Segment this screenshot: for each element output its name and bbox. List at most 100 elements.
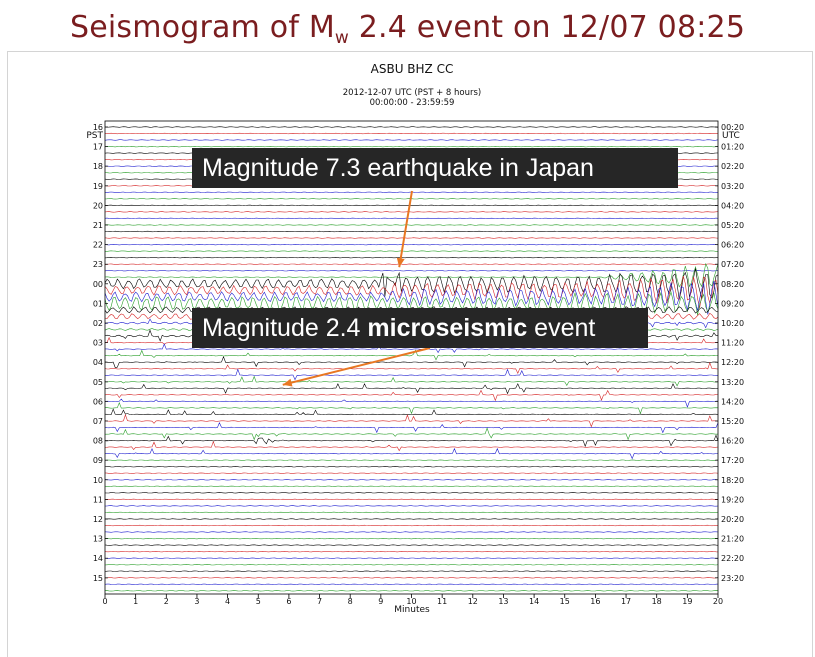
pst-hour-label: 22 xyxy=(93,241,103,250)
pst-hour-label: 20 xyxy=(93,201,103,210)
seismic-trace xyxy=(104,583,719,585)
chart-title: ASBU BHZ CC xyxy=(371,62,454,76)
seismic-trace xyxy=(104,505,719,507)
axis-label-utc: UTC xyxy=(722,131,740,141)
x-tick-label: 15 xyxy=(560,597,570,606)
seismic-trace xyxy=(104,557,718,559)
callout-japan-earthquake: Magnitude 7.3 earthquake in Japan xyxy=(192,148,678,188)
slide-title: Seismogram of Mw 2.4 event on 12/07 08:2… xyxy=(70,10,745,48)
pst-hour-label: 08 xyxy=(93,437,103,446)
pst-hour-label: 21 xyxy=(93,221,103,230)
seismic-trace xyxy=(104,518,719,520)
seismic-trace xyxy=(104,230,719,233)
pst-hour-label: 11 xyxy=(93,495,103,504)
pst-hour-label: 04 xyxy=(93,358,103,367)
utc-hour-label: 19:20 xyxy=(721,495,744,504)
utc-hour-label: 08:20 xyxy=(721,280,744,289)
utc-hour-label: 18:20 xyxy=(721,476,744,485)
utc-hour-label: 06:20 xyxy=(721,241,744,250)
seismic-trace xyxy=(104,479,719,481)
utc-hour-label: 17:20 xyxy=(721,456,744,465)
x-axis: 0 1 2 3 4 5 6 7 8 9 10 11 12 13 14 15 16 17 18 19 20 xyxy=(102,594,723,606)
seismic-trace xyxy=(104,408,719,416)
callout-japan-text: Magnitude 7.3 earthquake in Japan xyxy=(202,154,594,182)
utc-hour-label: 20:20 xyxy=(721,515,744,524)
annotation-arrows xyxy=(282,190,431,387)
utc-hour-label: 11:20 xyxy=(721,339,744,348)
utc-hour-label: 07:20 xyxy=(721,260,744,269)
x-tick-label: 20 xyxy=(713,597,723,606)
seismic-trace xyxy=(104,485,719,487)
pst-hour-label: 05 xyxy=(93,378,103,387)
pst-hour-label: 18 xyxy=(93,162,103,171)
seismic-trace xyxy=(104,243,719,246)
seismic-trace xyxy=(104,466,719,468)
chart-subtitle-date: 2012-12-07 UTC (PST + 8 hours) xyxy=(343,88,482,98)
utc-hour-label: 04:20 xyxy=(721,201,744,210)
seismic-trace xyxy=(104,564,719,566)
utc-hour-label: 09:20 xyxy=(721,299,744,308)
x-tick-label: 12 xyxy=(468,597,478,606)
pst-hour-label: 06 xyxy=(93,397,103,406)
plot-frame xyxy=(7,51,813,657)
seismic-trace xyxy=(104,383,719,395)
pst-hour-label: 19 xyxy=(93,182,103,191)
seismic-trace xyxy=(104,511,719,514)
seismic-trace xyxy=(104,204,719,207)
x-tick-label: 16 xyxy=(590,597,600,606)
seismic-trace xyxy=(104,224,719,226)
seismic-trace xyxy=(105,427,719,441)
utc-hour-label: 13:20 xyxy=(721,378,744,387)
seismic-trace xyxy=(104,361,719,375)
utc-hour-label: 10:20 xyxy=(721,319,744,328)
seismic-trace xyxy=(104,256,719,259)
seismic-trace xyxy=(105,375,719,387)
seismic-trace xyxy=(104,291,719,316)
seismic-trace xyxy=(105,368,719,381)
seismic-trace xyxy=(104,262,719,288)
x-tick-label: 5 xyxy=(256,597,261,606)
seismic-trace xyxy=(104,492,718,494)
x-tick-label: 7 xyxy=(317,597,322,606)
utc-hour-label: 15:20 xyxy=(721,417,744,426)
seismic-trace xyxy=(104,237,719,239)
callout-micro-suffix: event xyxy=(527,314,596,342)
utc-hour-label: 14:20 xyxy=(721,397,744,406)
seismic-trace xyxy=(104,421,719,434)
seismic-trace xyxy=(104,413,719,428)
x-axis-label: Minutes xyxy=(394,605,430,615)
seismic-trace xyxy=(104,570,719,572)
pst-hour-label: 13 xyxy=(93,535,103,544)
pst-hour-label: 12 xyxy=(93,515,103,524)
seismic-trace xyxy=(104,389,719,402)
arrow-japan-head xyxy=(396,257,405,268)
seismic-trace xyxy=(104,447,719,460)
seismic-trace xyxy=(104,459,719,461)
utc-hour-label: 12:20 xyxy=(721,358,744,367)
x-tick-label: 10 xyxy=(406,597,416,606)
hour-labels-utc: 00:20 01:20 02:20 03:20 04:20 05:20 06:20 07:20… xyxy=(715,123,744,583)
seismic-trace xyxy=(105,537,719,540)
arrow-microseismic-head xyxy=(282,378,293,387)
seismic-trace xyxy=(104,355,719,368)
x-tick-label: 2 xyxy=(164,597,169,606)
x-tick-label: 14 xyxy=(529,597,539,606)
seismic-trace xyxy=(104,550,719,553)
x-tick-label: 17 xyxy=(621,597,631,606)
x-tick-label: 9 xyxy=(378,597,383,606)
seismic-trace xyxy=(104,211,719,213)
utc-hour-label: 16:20 xyxy=(721,437,744,446)
seismic-trace xyxy=(104,498,719,501)
seismic-trace xyxy=(104,280,719,315)
utc-hour-label: 02:20 xyxy=(721,162,744,171)
callout-microseismic-event: Magnitude 2.4 microseismic event xyxy=(192,308,648,348)
pst-hour-label: 14 xyxy=(93,554,103,563)
x-tick-label: 4 xyxy=(225,597,230,606)
hour-labels-pst: 16 17 18 19 20 21 22 23 00 01 02 03 04 05 06 07 08 09 10 11… xyxy=(93,123,108,583)
utc-hour-label: 05:20 xyxy=(721,221,744,230)
seismic-trace xyxy=(104,250,719,252)
callout-micro-bold: microseismic xyxy=(367,314,528,342)
pst-hour-label: 02 xyxy=(93,319,103,328)
seismic-trace xyxy=(105,263,719,265)
